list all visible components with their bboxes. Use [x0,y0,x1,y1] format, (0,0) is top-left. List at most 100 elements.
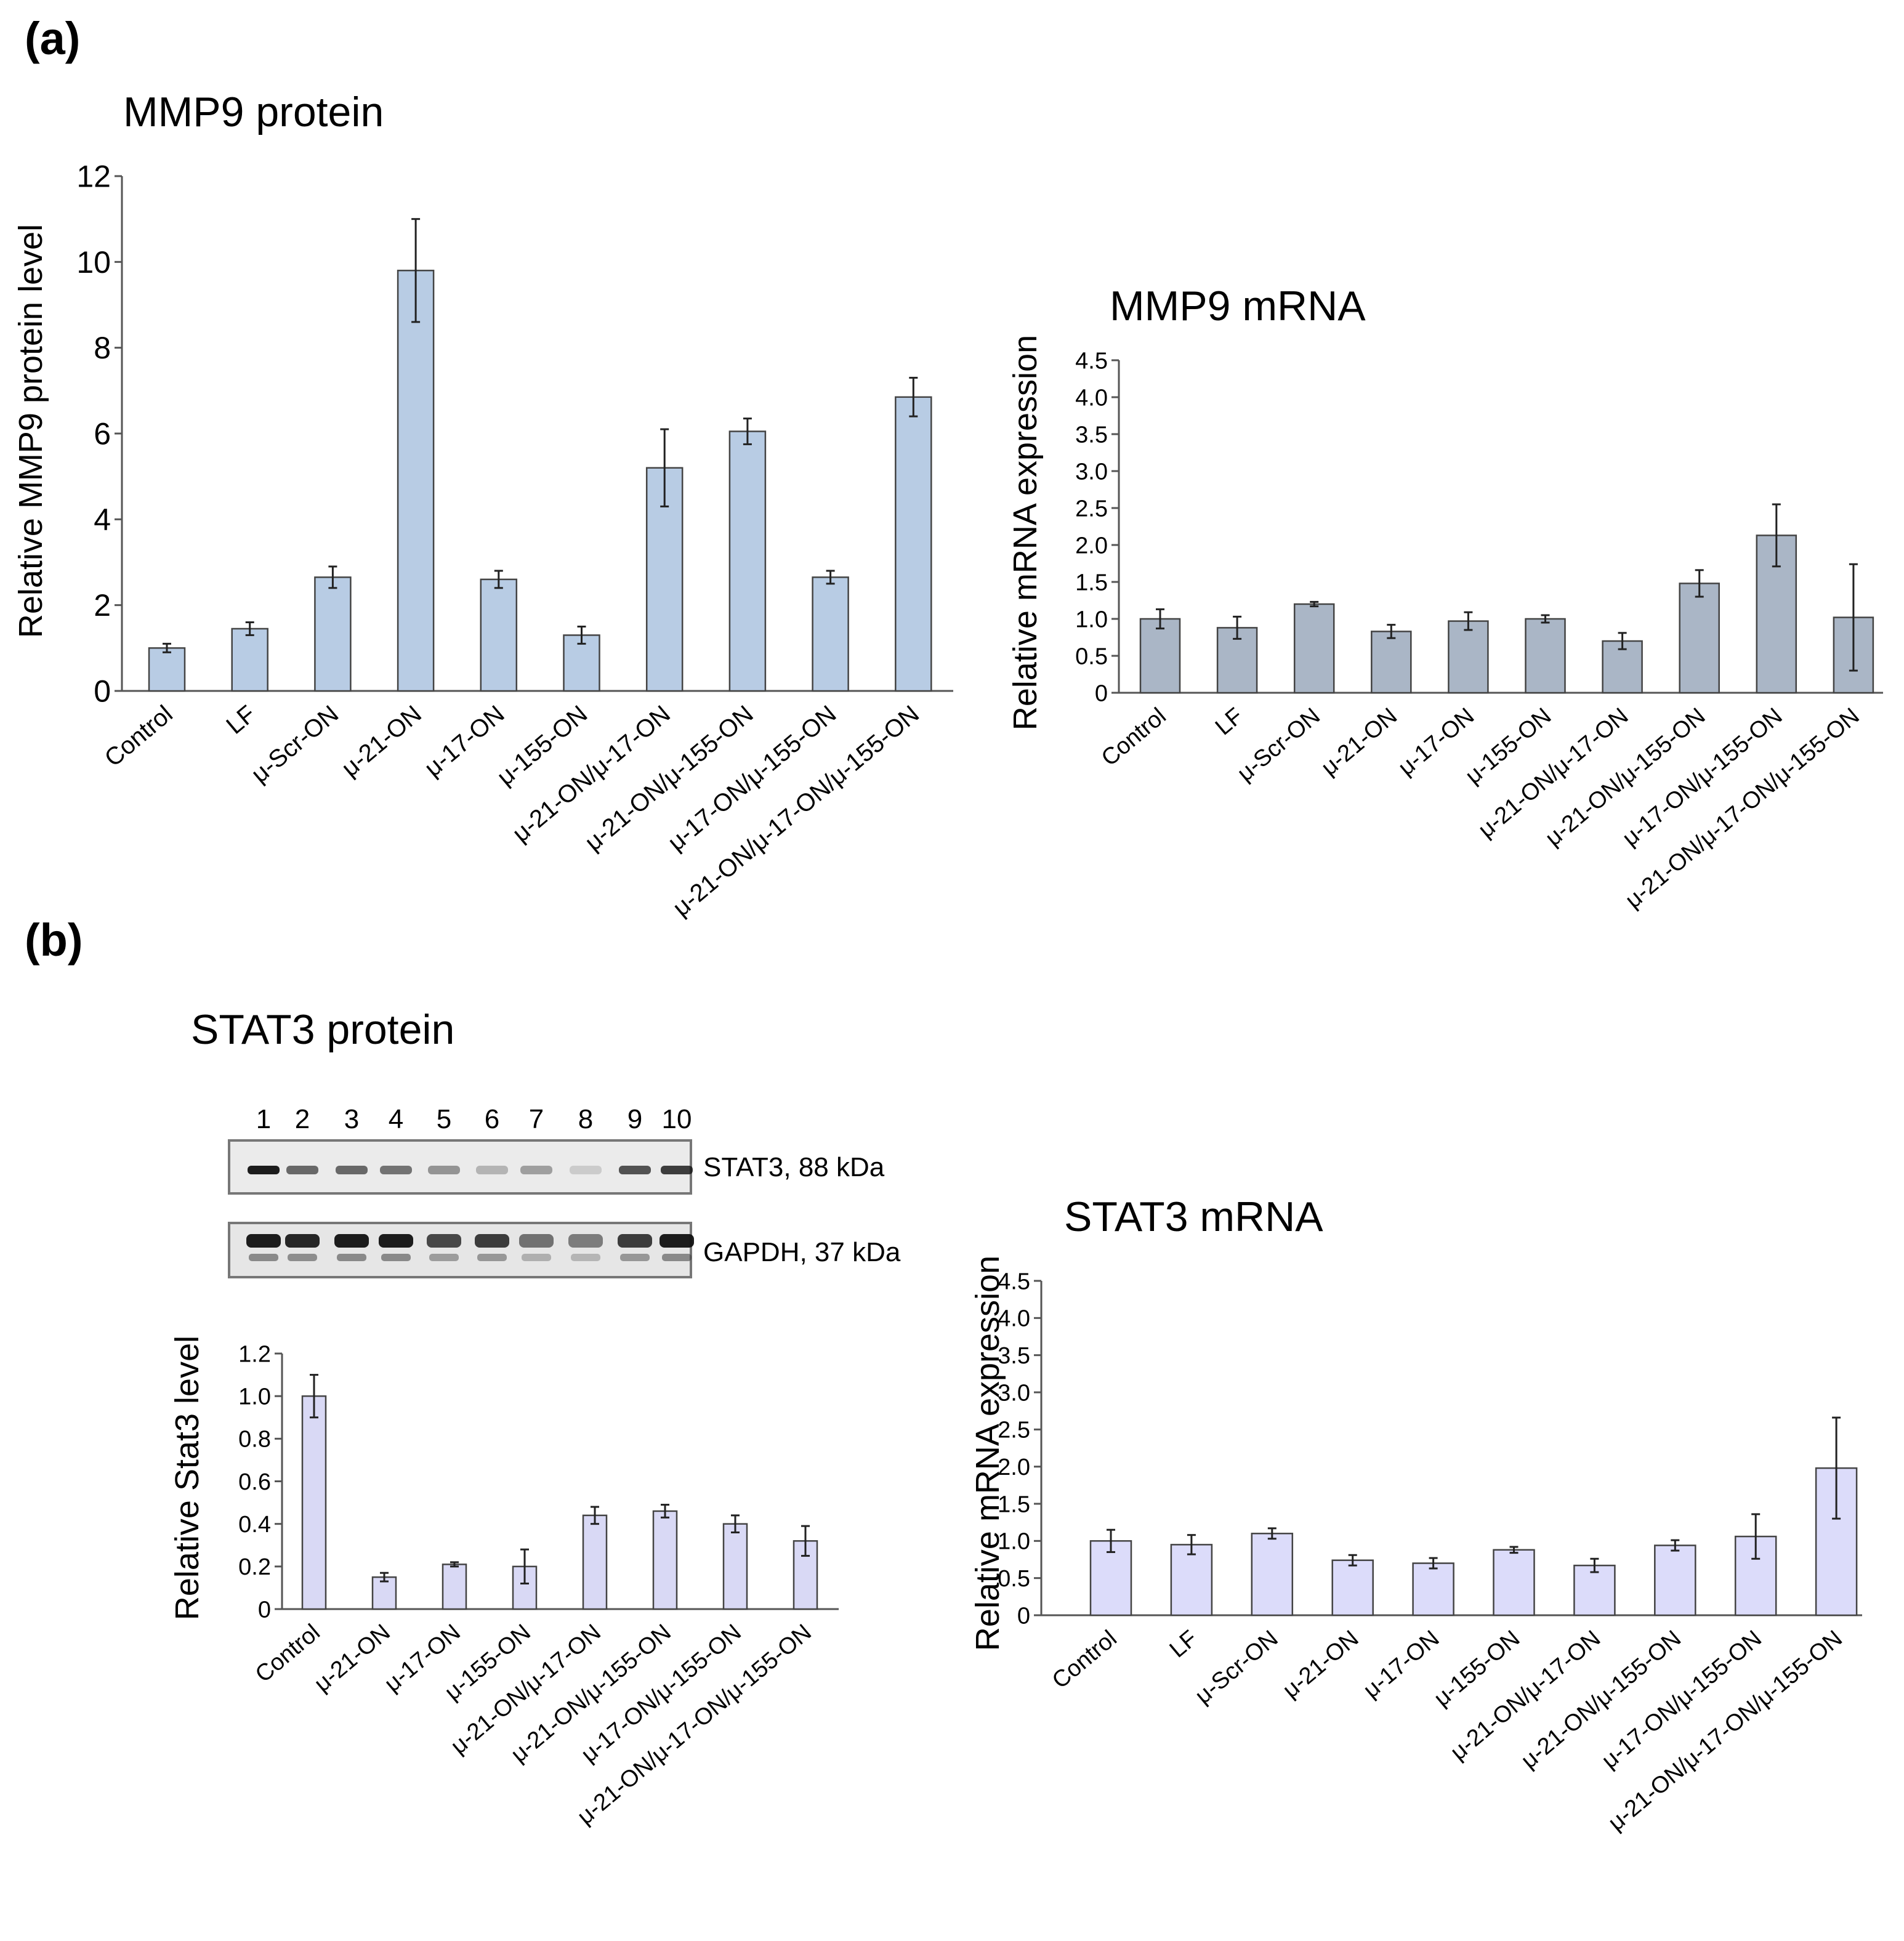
x-tick-label: μ-21-ON [336,700,426,782]
bar [652,1510,678,1610]
gapdh-bands [246,1234,694,1261]
gapdh-band [618,1234,652,1248]
x-tick-label: Control [1047,1626,1122,1694]
y-axis-label: Relative Stat3 level [169,1336,206,1620]
bar [148,647,186,692]
western-blot: 1 2 3 4 5 6 7 8 9 10 STAT3, 88 kDa GAPDH, 37 kDa [228,1104,901,1278]
gapdh-band [475,1234,509,1248]
lane-number: 7 [529,1104,544,1134]
bar [397,270,435,692]
chart-title: MMP9 mRNA [1110,283,1366,329]
y-tick-label: 3.5 [998,1343,1030,1369]
stat3-band [570,1166,602,1174]
gapdh-blot-strip [228,1222,692,1278]
lane-number: 8 [578,1104,593,1134]
bar [728,430,767,692]
chart-stat3-mrna: STAT3 mRNA Relative mRNA expression 0 0.5 1.… [969,1193,1862,1836]
gapdh-band-lower [337,1254,366,1261]
gapdh-band [427,1234,461,1248]
stat3-band [428,1166,460,1174]
x-tick-label: μ-21-ON [1278,1626,1363,1703]
lane-number: 3 [344,1104,359,1134]
gapdh-band-lower [662,1254,692,1261]
chart-title: STAT3 protein [191,1006,454,1053]
bar [1493,1549,1535,1616]
y-tick-label: 0.8 [238,1427,271,1453]
bar [895,396,932,692]
gapdh-band-lower [522,1254,551,1261]
gapdh-band [568,1234,603,1248]
y-tick-label: 2.0 [1075,533,1108,559]
y-axis-label: Relative MMP9 protein level [12,224,49,638]
bar [301,1395,327,1610]
chart-title: STAT3 mRNA [1064,1193,1323,1240]
y-tick-label: 1.0 [238,1384,271,1410]
y-tick-label: 1.0 [1075,607,1108,632]
y-tick-label: 2.0 [998,1455,1030,1480]
y-tick-label: 0.5 [998,1566,1030,1592]
x-tick-label: μ-Scr-ON [246,700,344,788]
y-tick-label: 0.5 [1075,644,1108,669]
bar [1089,1540,1132,1616]
y-tick-label: 4.5 [1075,348,1108,374]
gapdh-band [246,1234,281,1248]
lane-number: 2 [295,1104,310,1134]
stat3-band [661,1166,693,1174]
gapdh-band-lower [571,1254,600,1261]
bar [1251,1533,1294,1616]
gapdh-band-lower [381,1254,411,1261]
stat3-band [286,1166,318,1174]
y-axis-label: Relative mRNA expression [1007,335,1044,730]
lane-number: 9 [627,1104,642,1134]
y-tick-label: 8 [94,331,111,365]
bar [812,576,849,692]
y-tick-label: 0.2 [238,1554,271,1580]
bar [1654,1544,1696,1616]
x-tick-label: LF [1211,703,1248,741]
gapdh-band [334,1234,369,1248]
bar [645,467,684,692]
bar [371,1576,397,1610]
stat3-band [248,1166,280,1174]
gapdh-band [519,1234,554,1248]
lane-number: 6 [485,1104,499,1134]
chart-mmp9-protein: MMP9 protein Relative MMP9 protein level 0… [12,89,953,922]
y-tick-label: 12 [76,159,111,194]
x-tick-label: μ-21-ON [1317,703,1402,781]
gapdh-band-lower [249,1254,278,1261]
bar [1412,1562,1454,1616]
panel-label-a: (a) [25,13,80,64]
gapdh-band-lower [288,1254,317,1261]
bar [314,576,352,692]
gapdh-band [660,1234,694,1248]
x-tick-label: LF [221,700,260,740]
x-tick-label: μ-Scr-ON [1232,703,1325,787]
bar [1331,1559,1374,1616]
bar [1139,618,1181,694]
bar [582,1514,608,1610]
bar [442,1564,467,1610]
gapdh-band [285,1234,320,1248]
y-tick-label: 4.5 [998,1269,1030,1294]
y-tick-label: 4.0 [998,1306,1030,1332]
x-tick-label: μ-21-ON/μ-17-ON [1446,1626,1605,1765]
bar [1679,583,1720,694]
y-tick-label: 0 [258,1597,271,1623]
y-tick-label: 2 [94,588,111,623]
y-tick-label: 4.0 [1075,385,1108,411]
x-tick-label: μ-21-ON [310,1620,395,1697]
bar [1293,603,1335,694]
stat3-bands [248,1166,693,1174]
y-tick-label: 1.5 [998,1491,1030,1517]
y-tick-label: 0 [1017,1603,1030,1629]
y-tick-label: 4 [94,502,111,537]
stat3-band [380,1166,412,1174]
x-tick-label: Control [100,700,178,772]
lane-number: 1 [256,1104,271,1134]
y-tick-label: 1.5 [1075,570,1108,595]
gapdh-band-lower [477,1254,507,1261]
x-tick-label: μ-Scr-ON [1190,1626,1283,1709]
bar [1448,620,1489,694]
blot-lane-numbers: 1 2 3 4 5 6 7 8 9 10 [256,1104,692,1134]
